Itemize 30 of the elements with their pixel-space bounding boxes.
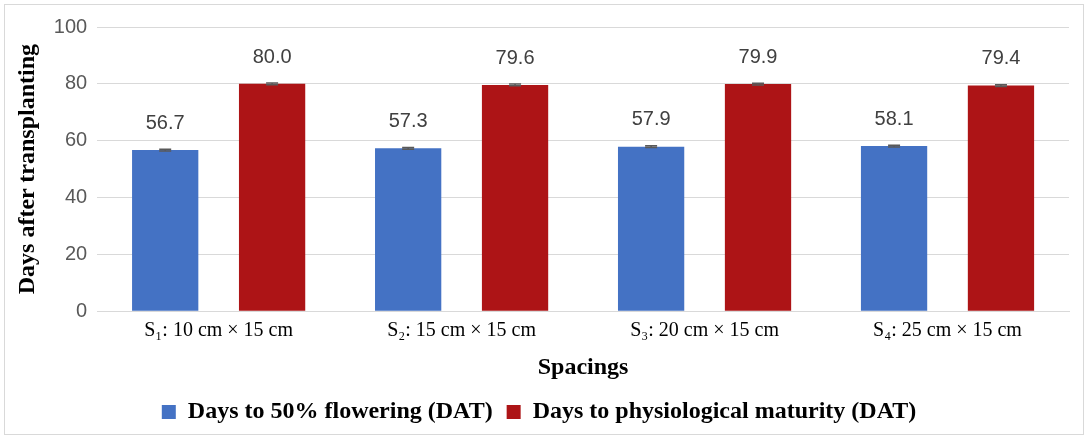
bar bbox=[860, 146, 928, 311]
legend-label: Days to physiological maturity (DAT) bbox=[532, 397, 917, 424]
bar bbox=[724, 84, 792, 311]
text: 79.6 bbox=[495, 45, 535, 68]
x-tick-label: S₂: 15 cm × 15 cm bbox=[387, 318, 537, 341]
text: 79.4 bbox=[981, 46, 1021, 69]
x-tick-label: S₃: 20 cm × 15 cm bbox=[630, 318, 780, 341]
y-tick-label: 60 bbox=[64, 128, 88, 151]
y-tick-label: 40 bbox=[64, 185, 88, 208]
x-tick-label: S₁: 10 cm × 15 cm bbox=[144, 318, 294, 341]
bar bbox=[132, 150, 199, 311]
y-tick-label: 100 bbox=[53, 14, 88, 37]
x-tick-label: S₄: 25 cm × 15 cm bbox=[873, 318, 1023, 341]
y-axis-title: Days after transplanting bbox=[12, 43, 39, 295]
text: 56.7 bbox=[145, 110, 185, 133]
bar bbox=[617, 146, 685, 311]
bar bbox=[238, 83, 306, 311]
bar bbox=[967, 85, 1035, 311]
y-tick-label: 80 bbox=[64, 71, 88, 94]
text: 57.3 bbox=[388, 109, 428, 132]
legend-label: Days to 50% flowering (DAT) bbox=[187, 397, 493, 424]
x-axis-title: Spacings bbox=[537, 352, 629, 379]
y-tick-label: 0 bbox=[76, 298, 88, 321]
y-tick-label: 20 bbox=[64, 241, 88, 264]
bar bbox=[481, 84, 549, 311]
text: 79.9 bbox=[738, 44, 778, 67]
text: 58.1 bbox=[874, 106, 914, 129]
text: 80.0 bbox=[252, 44, 292, 67]
bar bbox=[375, 148, 442, 311]
text: 57.9 bbox=[631, 107, 671, 130]
